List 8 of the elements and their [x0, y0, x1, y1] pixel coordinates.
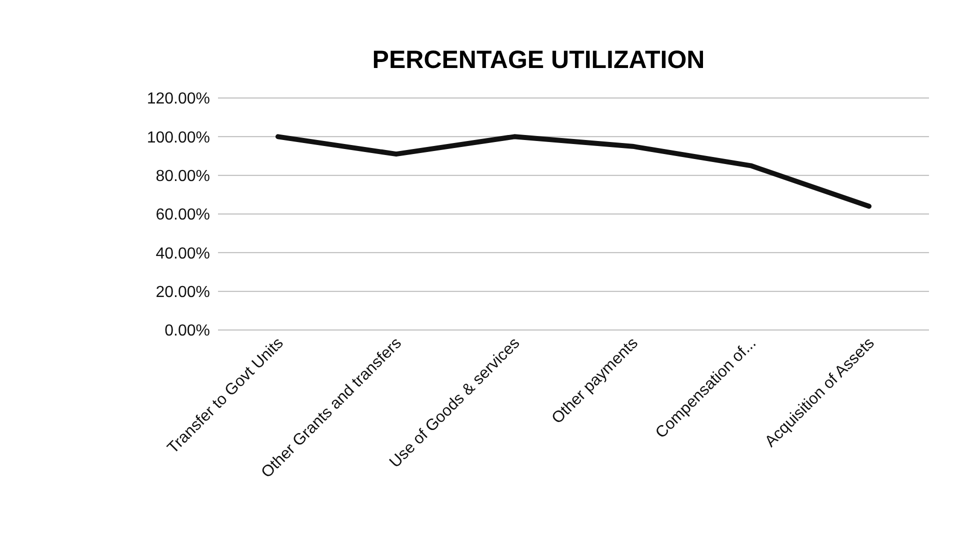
y-tick-label: 120.00%: [146, 90, 210, 108]
y-tick-label: 20.00%: [156, 284, 210, 302]
y-tick-label: 0.00%: [164, 322, 210, 340]
y-tick-label: 80.00%: [156, 168, 210, 186]
chart-title: PERCENTAGE UTILIZATION: [371, 45, 706, 76]
y-tick-label: 100.00%: [146, 129, 210, 146]
y-tick-label: 60.00%: [156, 206, 210, 224]
y-tick-label: 40.00%: [156, 245, 210, 262]
